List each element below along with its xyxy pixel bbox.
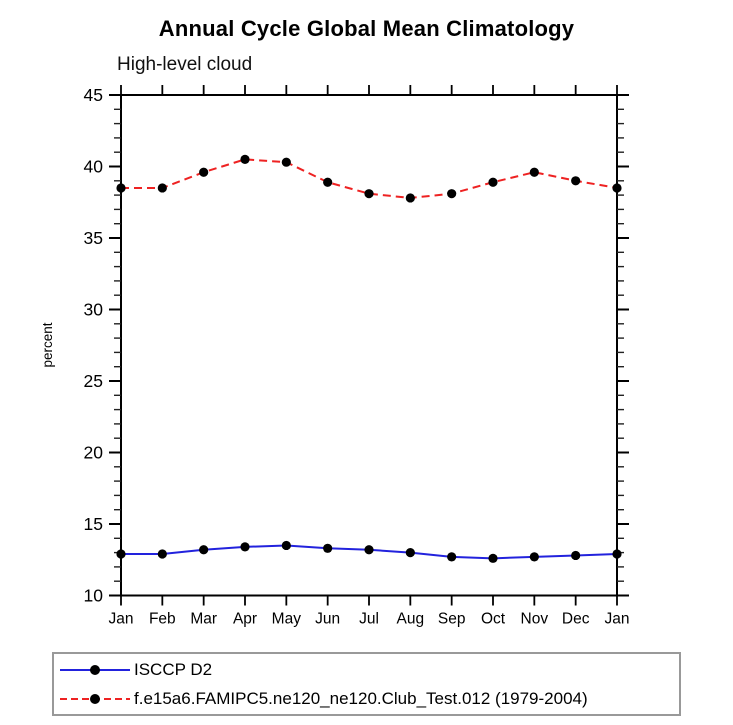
y-tick-label: 45 [84, 85, 103, 105]
series-marker [529, 552, 539, 562]
series-marker [323, 543, 333, 553]
series-marker [323, 177, 333, 187]
x-tick-label: Mar [190, 611, 217, 628]
x-tick-label: Feb [149, 611, 176, 628]
axis-frame [120, 94, 618, 597]
series-marker [157, 549, 167, 559]
x-tick-label: May [272, 611, 302, 628]
series-marker [364, 189, 374, 199]
legend-item: f.e15a6.FAMIPC5.ne120_ne120.Club_Test.01… [54, 686, 679, 712]
series-marker [116, 183, 126, 193]
x-tick-label: Jul [359, 611, 379, 628]
x-tick-label: Nov [521, 611, 549, 628]
series-marker [199, 545, 209, 555]
y-tick-label: 10 [84, 586, 104, 606]
series-marker [529, 167, 539, 177]
y-tick-label: 20 [84, 443, 104, 463]
legend-item-label: f.e15a6.FAMIPC5.ne120_ne120.Club_Test.01… [134, 688, 588, 708]
series-marker [157, 183, 167, 193]
series-marker [488, 177, 498, 187]
y-tick-label: 30 [84, 300, 104, 320]
series-marker [571, 176, 581, 186]
series-marker [612, 549, 622, 559]
series-marker [447, 552, 457, 562]
x-tick-label: Jan [605, 611, 630, 628]
series-marker [240, 154, 250, 164]
x-tick-label: Sep [438, 611, 466, 628]
y-tick-label: 25 [84, 371, 103, 391]
series-marker [571, 550, 581, 561]
series-marker [281, 157, 291, 167]
series-marker [612, 183, 622, 193]
x-tick-label: Jan [109, 611, 134, 628]
series-marker [488, 553, 498, 563]
x-tick-label: Oct [481, 611, 506, 628]
series-marker [281, 540, 291, 551]
legend-line-sample [60, 664, 130, 675]
series-marker [116, 549, 126, 559]
x-tick-label: Jun [315, 611, 340, 628]
series-marker [364, 545, 374, 555]
y-tick-label: 40 [84, 157, 104, 177]
y-axis-label: percent [40, 322, 55, 367]
series-marker [405, 548, 415, 558]
series-marker [447, 189, 457, 199]
legend-line-sample [60, 693, 130, 704]
series-marker [240, 542, 250, 552]
x-tick-label: Aug [397, 611, 425, 628]
y-tick-label: 15 [84, 514, 103, 534]
series-marker [405, 193, 415, 203]
chart-title: Annual Cycle Global Mean Climatology [158, 16, 575, 41]
legend-item-label: ISCCP D2 [134, 659, 213, 679]
x-tick-label: Apr [233, 611, 257, 628]
legend-item: ISCCP D2 [54, 657, 679, 683]
x-tick-label: Dec [562, 611, 590, 628]
chart-subtitle: High-level cloud [117, 54, 253, 75]
y-tick-label: 35 [84, 228, 103, 248]
series-marker [199, 167, 209, 177]
legend: ISCCP D2 f.e15a6.FAMIPC5.ne120_ne120.Club… [52, 652, 681, 716]
